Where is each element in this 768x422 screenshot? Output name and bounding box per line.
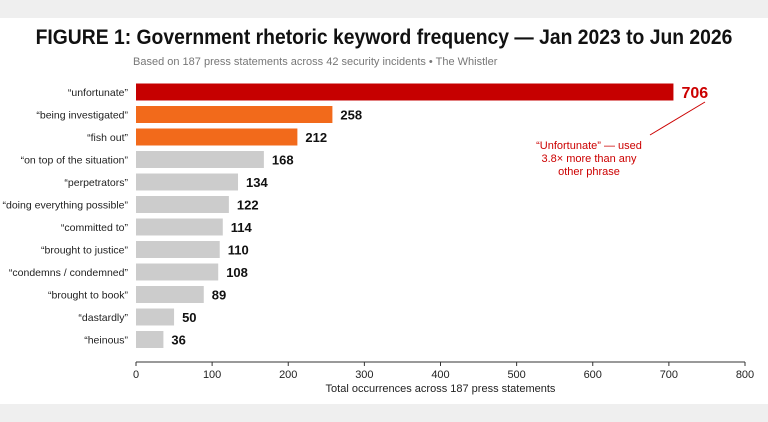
category-label-7: “brought to justice”	[41, 245, 128, 257]
x-axis-label: Total occurrences across 187 press state…	[326, 383, 556, 395]
category-label-6: “committed to”	[61, 222, 129, 234]
category-label-8: “condemns / condemned”	[9, 267, 129, 279]
annotation-line-0: “Unfortunate” — used	[536, 140, 642, 152]
bar-11	[136, 331, 164, 348]
x-tick-label-6: 600	[584, 369, 602, 381]
bar-1	[136, 106, 333, 123]
annotation-line-2: other phrase	[558, 166, 620, 178]
value-label-10: 50	[182, 310, 196, 325]
category-label-4: “perpetrators”	[64, 177, 128, 189]
category-label-1: “being investigated”	[36, 110, 128, 122]
category-label-2: “fish out”	[87, 132, 128, 144]
value-label-4: 134	[246, 175, 268, 190]
chart-card: FIGURE 1: Government rhetoric keyword fr…	[0, 18, 768, 404]
value-label-2: 212	[305, 130, 327, 145]
x-tick-label-5: 500	[507, 369, 525, 381]
x-tick-label-1: 100	[203, 369, 221, 381]
annotation-line-1: 3.8× more than any	[541, 153, 637, 165]
bar-3	[136, 151, 264, 168]
bar-0	[136, 83, 674, 101]
value-label-9: 89	[212, 288, 226, 303]
x-tick-label-4: 400	[431, 369, 449, 381]
bar-5	[136, 196, 229, 213]
bar-9	[136, 286, 204, 303]
bar-8	[136, 263, 219, 281]
value-label-8: 108	[226, 265, 248, 280]
bar-10	[136, 308, 175, 326]
value-label-3: 168	[272, 153, 294, 168]
bar-6	[136, 218, 223, 236]
category-label-9: “brought to book”	[48, 290, 128, 302]
category-label-5: “doing everything possible”	[3, 200, 129, 212]
x-tick-label-2: 200	[279, 369, 297, 381]
value-label-6: 114	[231, 220, 253, 235]
value-label-7: 110	[228, 243, 249, 258]
category-label-11: “heinous”	[84, 335, 128, 347]
x-tick-label-7: 700	[660, 369, 678, 381]
bar-chart: “unfortunate” 706 “being investigated” 258 “…	[3, 83, 754, 395]
category-label-0: “unfortunate”	[68, 87, 129, 99]
bar-2	[136, 128, 298, 146]
annotation-pointer	[649, 101, 706, 136]
value-label-11: 36	[171, 333, 185, 348]
x-tick-label-0: 0	[133, 369, 139, 381]
category-label-10: “dastardly”	[78, 312, 128, 324]
bar-4	[136, 173, 239, 191]
value-label-0: 706	[681, 85, 708, 102]
x-tick-label-3: 300	[355, 369, 373, 381]
chart-subtitle: Based on 187 press statements across 42 …	[133, 56, 498, 68]
bar-7	[136, 241, 220, 258]
value-label-1: 258	[340, 108, 362, 123]
value-label-5: 122	[237, 198, 259, 213]
chart-title: FIGURE 1: Government rhetoric keyword fr…	[35, 26, 733, 49]
category-label-3: “on top of the situation”	[21, 155, 129, 167]
x-tick-label-8: 800	[736, 369, 754, 381]
